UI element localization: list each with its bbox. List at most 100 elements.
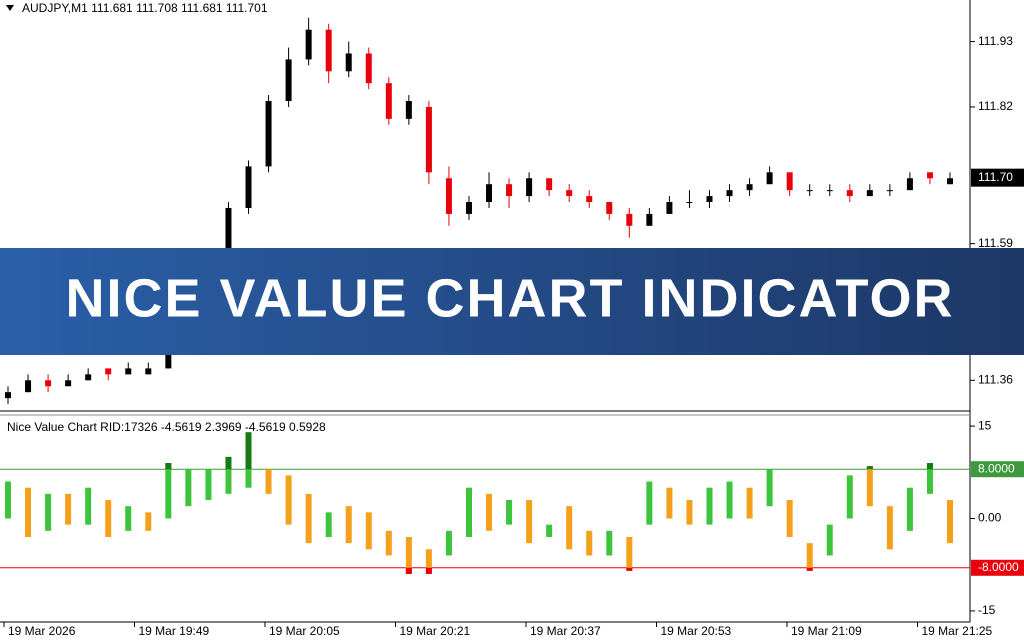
- candle-body: [345, 53, 352, 72]
- candle-body: [45, 380, 52, 387]
- value-bar: [365, 512, 372, 550]
- value-bar: [726, 481, 733, 519]
- candle-body: [846, 190, 853, 197]
- value-bar: [165, 463, 172, 519]
- candle-body: [405, 101, 412, 119]
- value-bar: [305, 493, 312, 544]
- y-tick-label: 0.00: [978, 511, 1002, 525]
- candle-body: [105, 368, 112, 375]
- candle-body: [325, 29, 332, 72]
- banner: [0, 248, 1024, 355]
- value-bar: [947, 500, 953, 544]
- candle-body: [886, 190, 893, 192]
- y-tick-label: -15: [978, 603, 996, 617]
- value-bar: [646, 481, 653, 525]
- oversold-cap: [626, 567, 633, 571]
- value-bar: [265, 469, 272, 494]
- x-tick-label: 19 Mar 21:25: [922, 624, 993, 638]
- candle-body: [285, 59, 292, 102]
- candle-body: [125, 368, 132, 375]
- candle-body: [265, 101, 272, 167]
- candle-body: [526, 178, 533, 197]
- candle-body: [305, 29, 312, 60]
- overbought-cap: [225, 456, 232, 470]
- value-bar: [85, 487, 92, 525]
- candle-body: [706, 196, 713, 203]
- candle-body: [145, 368, 152, 375]
- value-bar: [25, 487, 32, 537]
- value-bar: [465, 487, 472, 537]
- candle-body: [365, 53, 372, 84]
- value-bar: [926, 463, 933, 494]
- level-label: -8.0000: [978, 560, 1019, 574]
- value-bar: [606, 530, 613, 556]
- candle-body: [25, 380, 32, 393]
- value-bar: [65, 493, 72, 525]
- value-bar: [546, 524, 553, 537]
- candle-body: [726, 190, 733, 197]
- value-bar: [125, 506, 132, 531]
- value-bar: [325, 512, 332, 537]
- candle-body: [225, 207, 232, 262]
- value-bar: [45, 493, 52, 531]
- candle-body: [566, 190, 573, 197]
- overbought-cap: [245, 432, 252, 470]
- value-bar: [786, 500, 793, 537]
- value-bar: [225, 456, 232, 494]
- value-bar: [626, 536, 633, 571]
- value-bar: [806, 543, 813, 571]
- candle-body: [245, 166, 252, 208]
- current-price-label: 111.70: [978, 170, 1013, 184]
- candle-body: [646, 213, 653, 226]
- oversold-cap: [405, 567, 412, 574]
- value-bar: [285, 475, 292, 525]
- candle-body: [947, 178, 953, 185]
- value-bar: [145, 512, 152, 531]
- candle-body: [806, 190, 813, 192]
- value-bar: [666, 487, 673, 519]
- y-tick-label: 111.82: [978, 99, 1013, 113]
- y-tick-label: 111.59: [978, 236, 1013, 250]
- candle-body: [506, 184, 513, 197]
- candle-body: [906, 178, 913, 191]
- value-bar: [526, 500, 533, 544]
- value-bar: [205, 469, 212, 501]
- value-bar: [405, 536, 412, 574]
- candle-body: [385, 83, 392, 119]
- candle-body: [445, 178, 452, 214]
- oversold-cap: [806, 567, 813, 571]
- x-tick-label: 19 Mar 20:21: [400, 624, 471, 638]
- candle-body: [626, 213, 633, 226]
- value-bar: [906, 487, 913, 531]
- candle-body: [586, 196, 593, 203]
- overbought-cap: [866, 466, 873, 470]
- value-bar: [425, 549, 432, 574]
- level-label: 8.0000: [978, 461, 1015, 475]
- candle-body: [5, 392, 11, 399]
- candle-body: [766, 172, 773, 185]
- candle-body: [926, 172, 933, 179]
- value-bar: [766, 469, 773, 507]
- value-bar: [105, 500, 112, 537]
- candle-body: [486, 184, 493, 203]
- candle-body: [465, 202, 472, 214]
- value-bar: [385, 530, 392, 556]
- candle-body: [746, 184, 753, 191]
- y-tick-label: 15: [978, 418, 992, 432]
- main-title: AUDJPY,M1 111.681 111.708 111.681 111.70…: [22, 1, 268, 15]
- candle-body: [686, 202, 693, 204]
- value-bar: [345, 506, 352, 544]
- overbought-cap: [165, 463, 172, 470]
- value-bar: [686, 500, 693, 525]
- x-tick-label: 19 Mar 19:49: [139, 624, 210, 638]
- candle-body: [866, 190, 873, 197]
- candle-body: [65, 380, 72, 387]
- y-tick-label: 111.93: [978, 34, 1013, 48]
- value-bar: [746, 487, 753, 519]
- current-price-box: [971, 168, 1024, 187]
- oversold-cap: [425, 567, 432, 574]
- value-bar: [486, 493, 493, 531]
- indicator-title: Nice Value Chart RID:17326 -4.5619 2.396…: [7, 420, 326, 434]
- value-bar: [5, 481, 11, 519]
